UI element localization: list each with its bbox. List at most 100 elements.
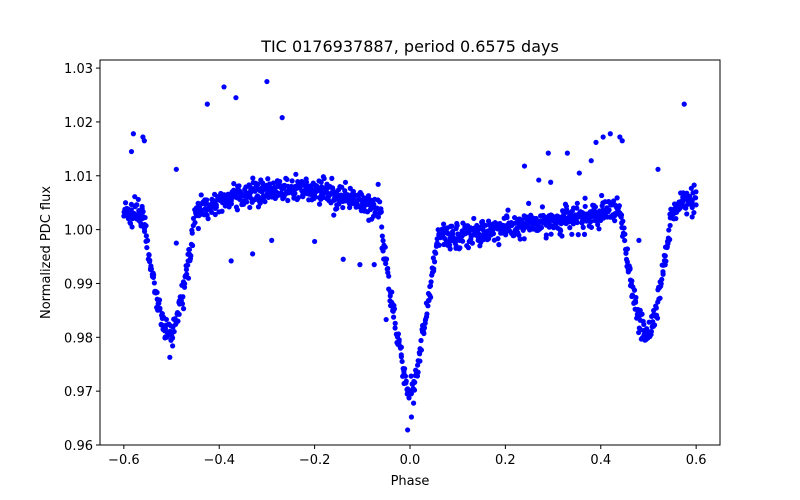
data-point [277, 178, 283, 185]
data-point [198, 192, 204, 198]
data-point [624, 246, 631, 252]
x-axis-label: Phase [391, 474, 430, 489]
data-point [658, 281, 664, 287]
data-point [576, 170, 582, 176]
y-tick-label: 0.98 [64, 331, 93, 346]
data-point [186, 246, 193, 253]
data-point [622, 237, 628, 244]
data-point [383, 256, 390, 262]
data-point [205, 216, 211, 222]
data-point [144, 244, 150, 251]
data-point [289, 178, 295, 184]
y-tick-label: 1.00 [64, 224, 93, 239]
data-point [408, 391, 414, 397]
data-point [380, 238, 386, 244]
data-point [318, 179, 324, 185]
data-point [417, 358, 423, 364]
data-point [595, 221, 601, 228]
data-point [398, 344, 404, 350]
data-point [402, 373, 409, 379]
data-point [639, 311, 645, 317]
data-point [424, 311, 430, 317]
data-point [454, 222, 460, 229]
data-point [391, 314, 397, 320]
data-point [592, 204, 599, 210]
x-tick-label: 0.6 [686, 453, 707, 468]
data-point [693, 195, 699, 201]
data-point [255, 181, 261, 187]
data-point [379, 224, 385, 230]
data-point [204, 197, 210, 203]
data-point [574, 219, 580, 226]
data-point [154, 289, 160, 296]
data-point [559, 233, 565, 239]
data-point [474, 222, 480, 229]
data-point [569, 231, 575, 237]
data-point [548, 179, 554, 185]
data-point [411, 387, 418, 393]
data-point [684, 211, 690, 217]
data-point [505, 207, 511, 213]
data-point [292, 190, 298, 196]
data-point [212, 211, 218, 218]
data-point [693, 189, 699, 195]
data-point [427, 283, 434, 289]
data-point [377, 199, 383, 205]
data-point [188, 253, 194, 259]
data-point [521, 236, 527, 242]
data-point [620, 218, 626, 224]
data-point [398, 354, 404, 360]
data-point [633, 294, 639, 301]
data-point [596, 226, 602, 232]
data-point [504, 214, 510, 221]
data-point [146, 252, 152, 258]
data-point [418, 337, 424, 344]
data-point [389, 289, 395, 295]
data-point [181, 284, 188, 290]
data-point [348, 201, 354, 207]
x-tick-label: −0.4 [203, 453, 235, 468]
data-point [655, 166, 661, 172]
data-point [135, 196, 141, 203]
data-point [156, 297, 163, 303]
data-point [179, 301, 186, 307]
data-point [383, 316, 389, 323]
data-point [664, 238, 671, 245]
data-point [285, 197, 291, 204]
data-point [449, 223, 455, 229]
data-point [654, 315, 661, 321]
data-point [275, 193, 281, 199]
data-point [233, 95, 239, 101]
data-point [336, 201, 342, 207]
data-point [421, 330, 427, 337]
data-point [248, 189, 254, 195]
data-point [143, 233, 149, 239]
data-point [141, 138, 147, 144]
data-point [610, 198, 617, 204]
data-point [403, 380, 409, 386]
data-point [517, 236, 523, 242]
data-point [607, 131, 613, 137]
data-point [673, 215, 679, 222]
data-point [236, 183, 242, 189]
data-point [588, 224, 595, 230]
y-tick-label: 0.97 [64, 385, 93, 400]
data-point [392, 320, 398, 326]
data-point [435, 227, 441, 233]
data-point [490, 231, 497, 237]
data-point [284, 176, 290, 183]
data-point [262, 199, 268, 205]
data-point [151, 280, 157, 286]
data-point [185, 275, 192, 281]
data-point [228, 201, 234, 207]
data-point [350, 188, 356, 195]
data-point [396, 337, 402, 343]
data-point [418, 347, 425, 353]
data-point [157, 305, 163, 311]
data-point [128, 148, 135, 155]
data-point [169, 335, 176, 341]
data-point [593, 139, 599, 145]
data-point [496, 242, 502, 248]
data-point [606, 207, 612, 213]
data-point [567, 225, 573, 231]
